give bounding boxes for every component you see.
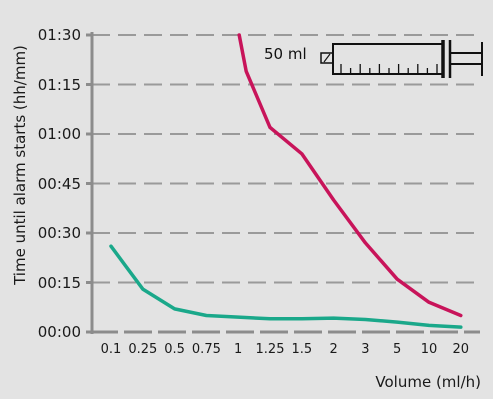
series-line [237, 33, 463, 318]
y-tick-label: 00:00 [37, 323, 81, 341]
y-tick-label: 00:30 [37, 224, 81, 242]
x-tick-label: 1.25 [255, 342, 285, 357]
x-tick-label: 1.5 [291, 342, 313, 357]
syringe-volume-label: 50 ml [264, 45, 307, 63]
y-axis-label: Time until alarm starts (hh/mm) [11, 45, 29, 285]
y-tick-label: 00:45 [37, 174, 81, 193]
x-tick-label: 5 [393, 342, 402, 357]
x-tick-label: 20 [452, 342, 470, 357]
syringe-icon [320, 40, 483, 78]
y-tick-label: 01:15 [37, 75, 81, 94]
x-tick-label: 2 [329, 342, 338, 357]
x-tick-label: 10 [420, 342, 438, 357]
x-tick-label: 0.5 [164, 342, 185, 357]
x-tick-label: 0.75 [191, 342, 221, 357]
x-tick-label: 0.25 [128, 342, 158, 357]
series-line [109, 244, 463, 329]
y-tick-label: 01:00 [37, 125, 81, 143]
x-tick-label: 1 [234, 342, 243, 357]
x-tick-label: 3 [361, 342, 370, 357]
y-tick-label: 00:15 [37, 273, 81, 292]
y-tick-label: 01:30 [37, 26, 81, 44]
x-axis-label: Volume (ml/h) [375, 373, 481, 391]
x-tick-label: 0.1 [100, 342, 122, 357]
